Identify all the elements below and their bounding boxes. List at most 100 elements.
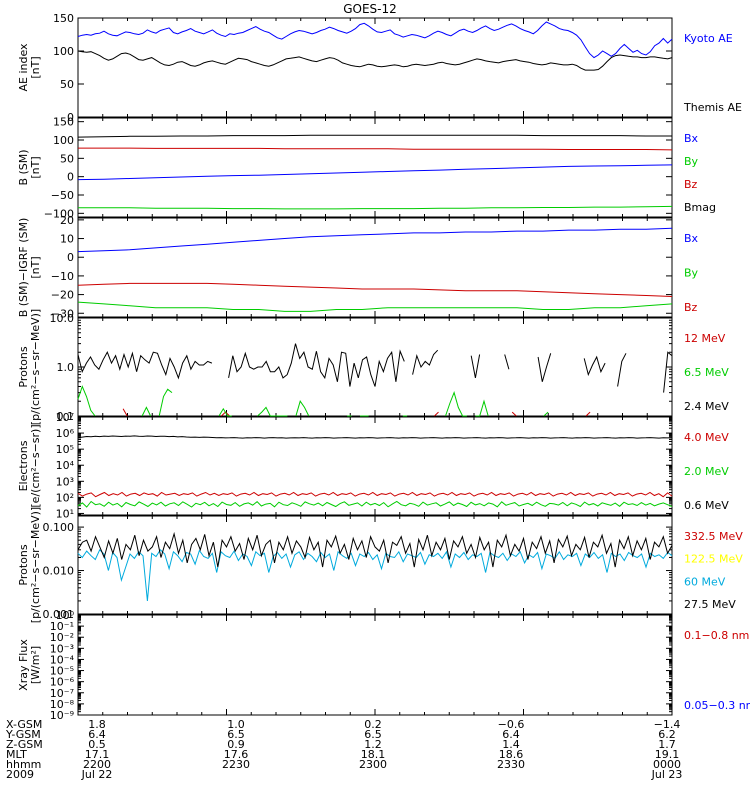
- footer-value: 1.8: [88, 718, 106, 731]
- ytick-label: −30: [51, 307, 74, 320]
- ytick-label: 100: [53, 134, 74, 147]
- ylabel: B (SM)[nT]: [17, 149, 42, 185]
- legend-label: Bx: [684, 232, 699, 245]
- ytick-label: 0.1: [57, 410, 75, 423]
- footer-value: 1.7: [658, 738, 676, 751]
- series-line-27-5-mev: [77, 531, 673, 568]
- series-line-by: [77, 301, 673, 312]
- footer-ephemeris: X-GSM 1.8 1.0 0.2 −0.6 −1.4 Y-GSM 6.4 6.5 6.5 6.4 6…: [5, 718, 682, 781]
- ylabel-line: Protons: [17, 346, 30, 387]
- footer-value: Jul 22: [81, 768, 113, 781]
- footer-value: 0.9: [227, 738, 245, 751]
- ytick-label: 50: [60, 78, 74, 91]
- ytick-label: 10.0: [50, 312, 75, 325]
- legend-label: Bz: [684, 178, 698, 191]
- ytick-label: 10⁻⁶: [50, 676, 75, 689]
- ytick-label: 10⁵: [56, 443, 74, 456]
- ytick-label: 10³: [56, 475, 74, 488]
- legend-label: By: [684, 155, 699, 168]
- footer-value: 17.6: [224, 748, 249, 761]
- panel-ae: 0 50 100 150 AE index[nT] Kyoto AE Themis AE: [17, 12, 742, 124]
- footer-value: −0.6: [498, 718, 525, 731]
- series-line-by: [78, 205, 673, 210]
- legend-label: 60 MeV: [684, 575, 726, 588]
- ytick-label: 20: [60, 214, 74, 227]
- ytick-label: 0.001: [43, 608, 75, 621]
- ytick-label: 0.010: [43, 565, 75, 578]
- ylabel-line: [nT]: [29, 156, 42, 178]
- ytick-label: 150: [53, 116, 74, 129]
- footer-value: 1.2: [364, 738, 382, 751]
- panel-frame: [77, 317, 673, 417]
- footer-value: 0000: [653, 758, 681, 771]
- legend-label: Themis AE: [683, 101, 742, 114]
- panel-bsm: −100 −50 0 50 100 150 B (SM)[nT] Bx By Bz Bmag: [17, 116, 716, 221]
- ytick-label: −100: [44, 207, 74, 220]
- panel-protons1: 0.1 1.0 10.0 Protons[p/(cm²−s−sr−MeV)] 12 Me…: [17, 309, 729, 425]
- footer-value: 6.5: [227, 728, 245, 741]
- legend-label: 2.0 MeV: [684, 465, 729, 478]
- series-line-4-0-mev: [77, 491, 673, 498]
- ytick-label: 10⁻⁴: [50, 653, 75, 666]
- legend-label: 4.0 MeV: [684, 431, 729, 444]
- footer-value: 18.6: [499, 748, 524, 761]
- series-line-2-4-mev: [77, 343, 673, 393]
- ytick-label: 150: [53, 12, 74, 25]
- legend-label: Bz: [684, 301, 698, 314]
- footer-value: 6.4: [88, 728, 106, 741]
- ylabel-line: AE index: [17, 43, 30, 92]
- legend-label: Bx: [684, 132, 699, 145]
- ylabel: Xray Flux[W/m²]: [17, 639, 42, 691]
- panel-frame: [77, 117, 673, 218]
- footer-row-label: MLT: [6, 748, 27, 761]
- series-line-themis-ae: [77, 50, 673, 71]
- footer-value: 6.5: [364, 728, 382, 741]
- series-line-kyoto-ae: [77, 21, 673, 59]
- ytick-label: 50: [60, 152, 74, 165]
- ylabel-line: [nT]: [29, 56, 42, 78]
- footer-row-label: 2009: [6, 768, 34, 781]
- ylabel-line: Electrons: [17, 440, 30, 491]
- footer-value: 6.4: [502, 728, 520, 741]
- series-line-12-mev: [122, 408, 591, 417]
- ytick-label: 10⁻¹: [50, 620, 74, 633]
- ytick-label: 0: [67, 251, 74, 264]
- ytick-label: 10⁻⁷: [50, 687, 74, 700]
- panel-protons2: 0.001 0.010 0.100 Protons[p/(cm²−s−sr−MeV)]…: [17, 507, 743, 623]
- ylabel-line: Protons: [17, 544, 30, 585]
- ylabel: Protons[p/(cm²−s−sr−MeV)]: [17, 309, 42, 425]
- ytick-label: 10⁴: [56, 459, 75, 472]
- ylabel: B (SM)−IGRF (SM)[nT]: [17, 218, 42, 318]
- legend-label: 2.4 MeV: [684, 400, 729, 413]
- ytick-label: −20: [51, 289, 74, 302]
- ytick-label: 10⁻³: [50, 642, 74, 655]
- ylabel-line: B (SM)−IGRF (SM): [17, 218, 30, 318]
- ylabel: AE index[nT]: [17, 43, 42, 92]
- footer-value: Jul 23: [651, 768, 683, 781]
- ytick-label: 10⁻⁹: [50, 709, 74, 722]
- legend-label: 0.05−0.3 nm: [684, 699, 750, 712]
- legend-label: Kyoto AE: [684, 32, 733, 45]
- ylabel-line: [nT]: [29, 256, 42, 278]
- ytick-label: 10⁶: [56, 427, 75, 440]
- chart-title: GOES-12: [343, 2, 397, 16]
- ytick-label: 10⁷: [56, 411, 74, 424]
- ytick-label: 10¹: [56, 507, 74, 520]
- footer-row-label: hhmm: [6, 758, 41, 771]
- series-line-bx: [77, 227, 673, 253]
- footer-value: 19.1: [655, 748, 680, 761]
- ytick-label: 10: [60, 233, 74, 246]
- panel-frame: [77, 17, 673, 118]
- legend-label: 12 MeV: [684, 332, 726, 345]
- ytick-label: 10⁻⁸: [50, 698, 75, 711]
- ytick-label: 0.100: [43, 521, 75, 534]
- series-line-bmag: [77, 134, 672, 138]
- ylabel-line: [p/(cm²−s−sr−MeV)]: [29, 507, 42, 623]
- series-line-2-0-mev: [77, 500, 673, 508]
- ylabel-line: B (SM): [17, 149, 30, 185]
- panel-frame: [77, 614, 673, 716]
- ytick-label: 10²: [56, 491, 74, 504]
- panel-bigrf: −30 −20 −10 0 10 20 B (SM)−IGRF (SM)[nT] Bx By Bz: [17, 214, 699, 320]
